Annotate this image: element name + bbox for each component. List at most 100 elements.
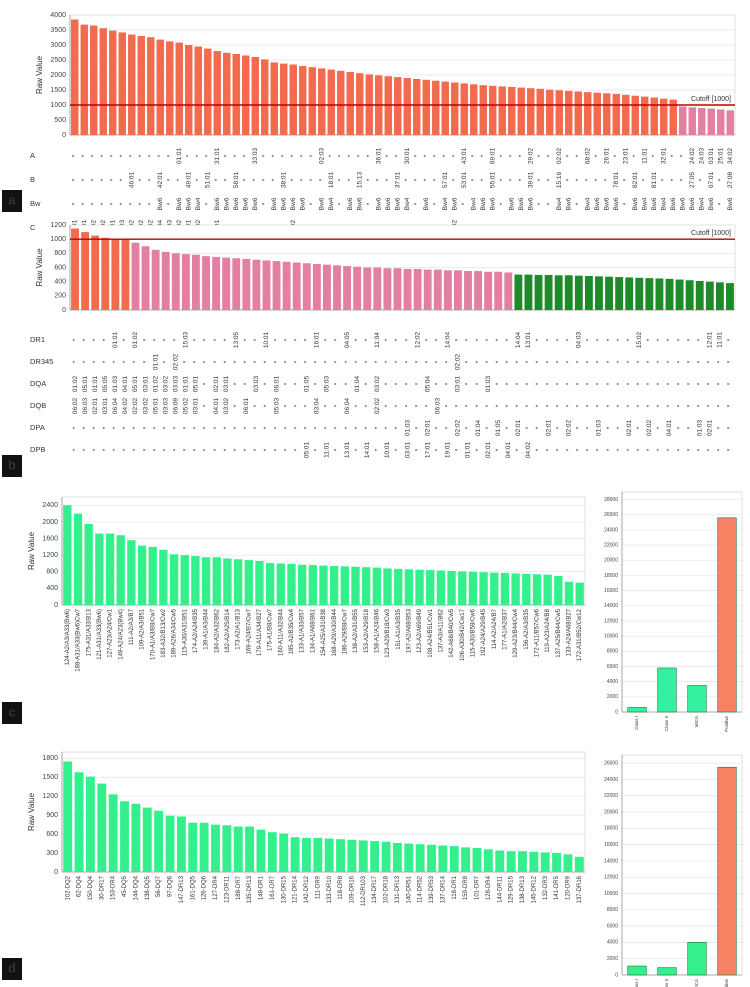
bar	[99, 28, 107, 136]
x-tick-label: 153-A2/A29/B18	[364, 608, 370, 653]
allele-label: *	[344, 382, 351, 385]
allele-label: *	[434, 360, 441, 363]
bar	[584, 276, 593, 310]
x-tick-label: 149-A24/A23(Bw4)	[118, 609, 124, 660]
bar	[95, 533, 104, 605]
bar	[191, 555, 200, 605]
allele-label: 05:01	[152, 397, 159, 414]
x-tick-label: 106-A30/B42/Cw17	[460, 608, 466, 661]
allele-label: 10:01	[384, 441, 391, 458]
bar	[199, 822, 209, 872]
allele-label: 02:01	[92, 397, 99, 414]
bar	[403, 268, 412, 310]
bar	[470, 84, 478, 135]
bar	[565, 90, 573, 135]
allele-label: *	[424, 338, 431, 341]
allele-label: *	[334, 448, 341, 451]
bar	[432, 80, 440, 135]
bar	[612, 93, 620, 135]
allele-label: *	[656, 382, 663, 385]
y-tick-label: 800	[54, 250, 66, 257]
allele-label: *	[314, 426, 321, 429]
allele-label: *	[576, 404, 583, 407]
bar	[563, 854, 573, 872]
bar	[137, 36, 145, 135]
panel-badge	[2, 190, 22, 212]
cutoff-label: Cutoff [1000]	[691, 230, 731, 237]
bar	[270, 62, 278, 135]
bar	[336, 839, 345, 872]
allele-label: *	[384, 382, 391, 385]
x-tick-label: 138-A2/A31/B55	[353, 608, 359, 653]
bar	[176, 816, 186, 872]
bar	[595, 276, 603, 310]
allele-label: *	[384, 426, 391, 429]
allele-label: 05:03	[324, 375, 331, 392]
y-tick-label: 2000	[607, 956, 618, 962]
allele-label: *	[622, 178, 629, 181]
allele-label: *	[142, 360, 149, 363]
allele-label: 53:01	[461, 171, 468, 188]
y-tick-label: 600	[46, 831, 58, 838]
bar	[154, 810, 164, 872]
y-axis-title: Raw Value	[35, 248, 44, 287]
allele-label: *	[414, 448, 421, 451]
bar	[290, 837, 300, 872]
x-tick-label: Class I	[634, 979, 639, 987]
allele-label: *	[203, 404, 210, 407]
allele-label: *	[309, 178, 316, 181]
allele-label: *	[465, 426, 472, 429]
allele-label: 01:05	[495, 419, 502, 436]
allele-label: *	[374, 360, 381, 363]
bar	[337, 70, 345, 135]
allele-label: *	[656, 426, 663, 429]
bar	[211, 824, 220, 872]
bar	[394, 568, 403, 605]
allele-label: *	[717, 360, 724, 363]
allele-label: *	[505, 360, 512, 363]
allele-label: *	[92, 426, 99, 429]
allele-label: 37:01	[394, 171, 401, 188]
allele-label: *	[646, 360, 653, 363]
bar	[574, 91, 582, 135]
allele-label: Bw6	[480, 197, 487, 210]
allele-label: *	[717, 202, 724, 205]
allele-label: *	[495, 382, 502, 385]
bar	[529, 851, 539, 872]
allele-label: *	[109, 202, 116, 205]
allele-label: *	[586, 448, 593, 451]
y-tick-label: 600	[54, 264, 66, 271]
allele-label: *	[646, 382, 653, 385]
bar	[340, 566, 350, 605]
bar	[392, 842, 402, 872]
allele-label: 06:03	[434, 397, 441, 414]
bar	[74, 772, 84, 872]
allele-label: *	[299, 154, 306, 157]
bar	[282, 261, 291, 310]
allele-label: *	[596, 382, 603, 385]
bar	[660, 98, 668, 135]
allele-label: *	[616, 360, 623, 363]
y-tick-label: 24000	[604, 527, 618, 533]
x-tick-label: 177-A1/A2/B37	[503, 608, 509, 649]
bar	[726, 283, 734, 310]
bar	[80, 24, 88, 136]
row-label: DQB	[30, 401, 46, 410]
bar	[555, 90, 563, 135]
allele-label: 31:01	[214, 147, 221, 164]
bar	[657, 967, 677, 976]
bar	[192, 254, 200, 310]
x-tick-label: 168-A29/A30/B44	[332, 608, 338, 656]
allele-label: 03:01	[102, 397, 109, 414]
allele-label: *	[666, 360, 673, 363]
y-tick-label: 0	[615, 972, 618, 978]
y-tick-label: 26000	[604, 760, 618, 766]
allele-label: *	[404, 338, 411, 341]
allele-label: *	[356, 154, 363, 157]
allele-label: *	[242, 178, 249, 181]
allele-label: Bw4	[641, 197, 648, 210]
y-tick-label: 4000	[607, 679, 618, 685]
allele-label: *	[727, 448, 734, 451]
allele-label: 02:02	[455, 419, 462, 436]
allele-label: 14:04	[515, 331, 522, 348]
